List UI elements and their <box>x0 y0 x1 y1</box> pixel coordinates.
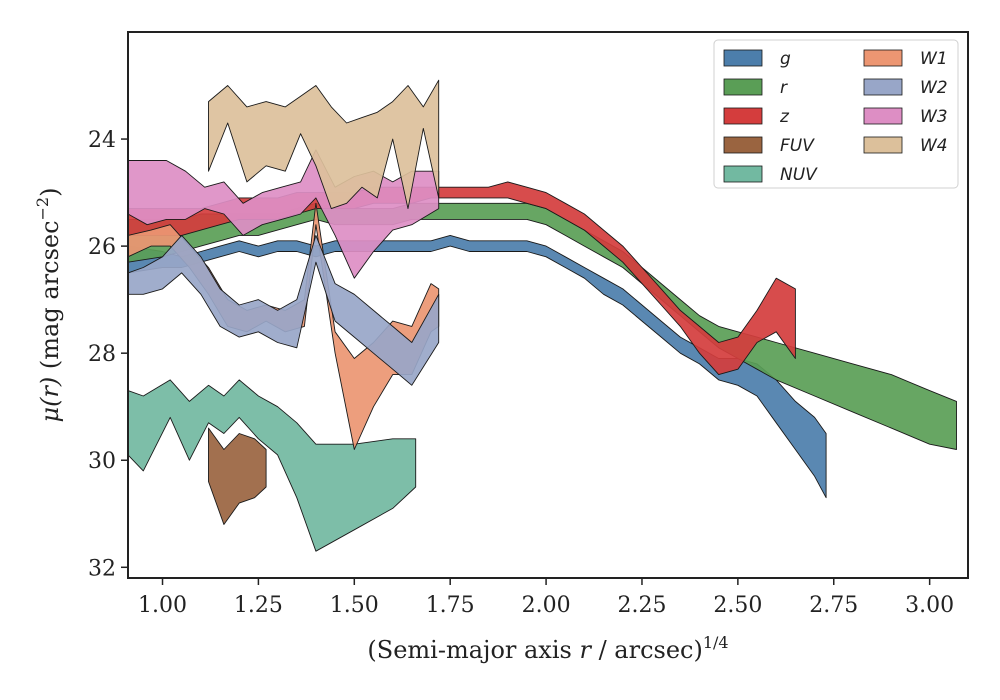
y-axis-label: μ(r) (mag arcsec−2) <box>33 188 64 423</box>
plot-frame <box>127 31 969 579</box>
series-layer <box>127 79 957 552</box>
legend-label-w4: W4 <box>920 136 948 156</box>
legend-swatch-nuv <box>723 165 763 183</box>
legend-swatch-z <box>723 107 763 125</box>
band-w2 <box>127 234 440 386</box>
legend-swatch-g <box>723 49 763 67</box>
legend-label-z: z <box>779 107 790 127</box>
x-tick-label: 2.50 <box>713 593 762 618</box>
y-tick-label: 24 <box>88 128 116 153</box>
x-tick-label: 3.00 <box>905 593 954 618</box>
x-tick-label: 1.25 <box>234 593 283 618</box>
band-nuv <box>127 379 417 552</box>
legend-swatch-w2 <box>863 78 903 96</box>
band-w4 <box>208 79 440 210</box>
x-tick-label: 1.00 <box>138 593 187 618</box>
x-tick-label: 2.75 <box>809 593 858 618</box>
x-tick-label: 1.75 <box>426 593 475 618</box>
legend-label-r: r <box>780 78 788 98</box>
band-fuv <box>208 427 267 525</box>
x-tick-label: 2.25 <box>617 593 666 618</box>
x-tick-label: 1.50 <box>330 593 379 618</box>
legend-swatch-w3 <box>863 107 903 125</box>
x-tick-label: 2.00 <box>522 593 571 618</box>
legend-swatch-fuv <box>723 136 763 154</box>
y-tick-label: 32 <box>88 556 116 581</box>
y-tick-label: 26 <box>88 235 116 260</box>
legend-swatch-r <box>723 78 763 96</box>
legend: grz FUV NUV W1 W2 W3 W4 <box>713 39 959 189</box>
legend-swatch-w1 <box>863 49 903 67</box>
legend-label-nuv: NUV <box>780 165 818 185</box>
legend-label-w2: W2 <box>920 78 948 98</box>
x-axis-label: (Semi-major axis r / arcsec)1/4 <box>367 633 728 664</box>
legend-label-w3: W3 <box>920 107 948 127</box>
legend-label-fuv: FUV <box>780 136 815 156</box>
y-tick-label: 28 <box>88 342 116 367</box>
legend-label-g: g <box>780 49 791 69</box>
axes-layer: 1.00 1.25 1.50 1.75 2.00 2.25 2.50 2.75 3.00 24 26… <box>88 31 969 618</box>
y-tick-label: 30 <box>88 449 116 474</box>
legend-swatch-w4 <box>863 136 903 154</box>
legend-label-w1: W1 <box>920 49 948 69</box>
